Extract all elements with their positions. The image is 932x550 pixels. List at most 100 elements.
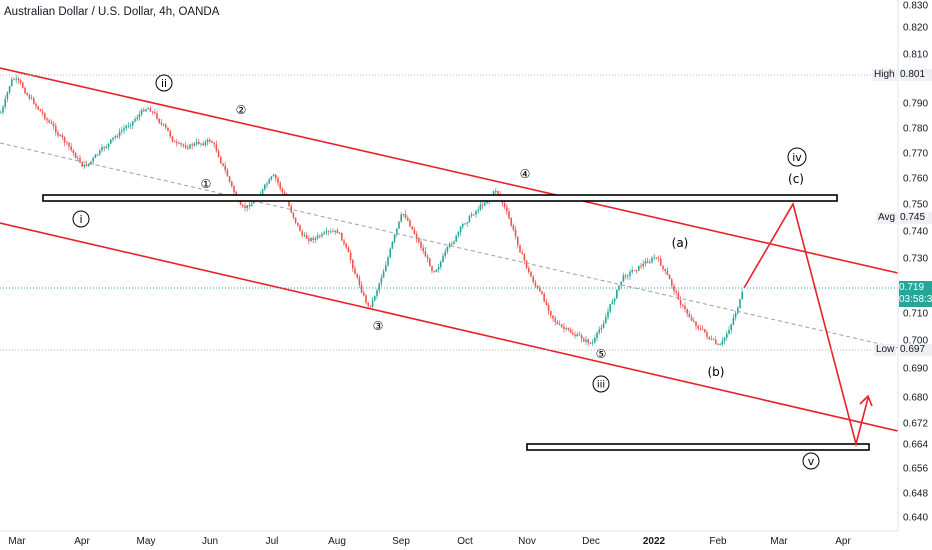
candle xyxy=(136,114,138,121)
candle xyxy=(341,232,343,241)
candle xyxy=(655,257,658,260)
candle xyxy=(200,143,202,147)
candle xyxy=(19,78,22,85)
svg-text:v: v xyxy=(808,455,815,468)
candle xyxy=(673,283,675,296)
candle xyxy=(444,248,446,259)
candle xyxy=(495,187,497,195)
candle xyxy=(380,274,383,287)
candle xyxy=(145,108,147,113)
candle xyxy=(242,203,244,208)
candle xyxy=(275,173,277,182)
time-axis: Mar Apr May Jun Jul Aug Sep Oct Nov Dec 2022 Feb Mar… xyxy=(0,530,898,547)
x-tick-label: Nov xyxy=(518,536,536,547)
candle xyxy=(462,222,464,230)
wave-label-2: ② xyxy=(236,103,247,117)
svg-text:ii: ii xyxy=(161,77,167,90)
x-tick-label: Feb xyxy=(709,536,727,547)
chart-title: Australian Dollar / U.S. Dollar, 4h, OAN… xyxy=(4,6,220,18)
candle xyxy=(644,258,647,267)
candle xyxy=(704,329,706,334)
candle xyxy=(105,144,108,149)
candle xyxy=(411,226,413,230)
candle xyxy=(30,94,33,100)
upper-channel-line xyxy=(0,67,899,274)
candle xyxy=(358,274,361,289)
candle xyxy=(167,127,169,132)
wave-label-c: (c) xyxy=(788,172,804,186)
candle xyxy=(521,249,523,255)
x-tick-label: Mar xyxy=(8,536,26,547)
candle xyxy=(708,336,710,340)
candle xyxy=(435,269,438,273)
candle xyxy=(70,142,72,153)
candle xyxy=(545,298,548,306)
candle xyxy=(222,162,224,168)
candle xyxy=(646,257,649,264)
candle xyxy=(596,331,598,342)
candle xyxy=(728,326,730,335)
candle xyxy=(519,244,521,253)
candle xyxy=(576,332,578,337)
candle xyxy=(314,236,317,244)
y-tick-label: 0.664 xyxy=(903,440,928,451)
candle xyxy=(46,116,48,124)
candle xyxy=(68,142,70,151)
candle xyxy=(569,327,572,334)
candle xyxy=(649,259,651,264)
candle xyxy=(22,81,24,89)
candle xyxy=(310,236,312,243)
candle xyxy=(734,310,737,321)
candle xyxy=(413,226,416,235)
candle xyxy=(224,161,226,174)
candle xyxy=(244,202,246,212)
candle xyxy=(539,285,541,292)
candle xyxy=(679,296,682,308)
candle xyxy=(173,139,176,142)
candle xyxy=(657,255,660,262)
y-tick-label: 0.770 xyxy=(903,149,928,160)
candle xyxy=(609,304,611,314)
candle xyxy=(297,222,299,228)
candle xyxy=(88,163,90,168)
candle xyxy=(565,326,567,332)
candle xyxy=(589,341,592,345)
candle xyxy=(473,213,475,216)
candle xyxy=(125,124,127,132)
candle xyxy=(305,232,308,239)
candle xyxy=(332,228,334,233)
candle xyxy=(132,121,134,130)
chart-drawings xyxy=(0,67,899,451)
candle xyxy=(382,268,385,278)
y-tick-label: 0.730 xyxy=(903,254,928,265)
candle xyxy=(217,149,220,158)
candle xyxy=(79,154,81,164)
candle xyxy=(532,274,534,284)
candle xyxy=(477,206,479,214)
x-tick-label: Mar xyxy=(770,536,788,547)
candle xyxy=(41,108,44,117)
candle xyxy=(338,232,341,235)
y-tick-label: 0.820 xyxy=(903,23,928,34)
candle xyxy=(94,154,97,158)
low-value-text: 0.697 xyxy=(900,344,926,355)
candle xyxy=(389,247,391,259)
candle xyxy=(693,317,695,323)
candle xyxy=(415,231,418,243)
candle xyxy=(123,124,125,134)
candle xyxy=(226,168,229,177)
candle xyxy=(63,136,66,147)
candle xyxy=(233,185,235,195)
candle xyxy=(690,314,693,322)
high-value-tag: 0.801 xyxy=(900,69,932,81)
candle xyxy=(719,342,721,346)
candle xyxy=(182,143,185,148)
candle xyxy=(523,253,526,265)
low-value-tag: 0.697 xyxy=(900,344,932,356)
candle xyxy=(343,238,345,246)
candle xyxy=(360,281,363,294)
projected-path xyxy=(743,201,869,448)
candle xyxy=(739,298,741,309)
y-tick-label: 0.680 xyxy=(903,393,928,404)
